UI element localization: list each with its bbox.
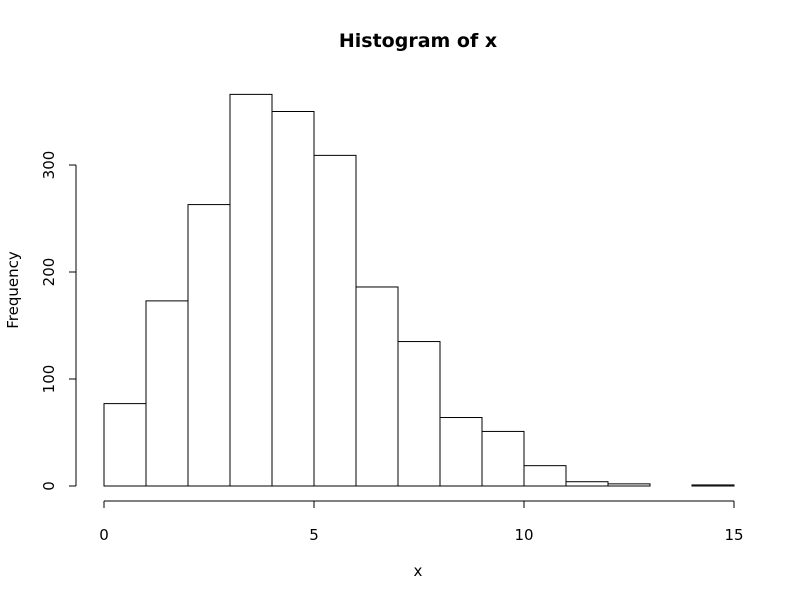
x-tick-label: 10: [514, 526, 533, 544]
x-tick-label: 5: [309, 526, 319, 544]
x-tick-label: 15: [724, 526, 743, 544]
histogram-bar: [607, 483, 651, 487]
histogram-bar: [187, 204, 231, 487]
histogram-bar: [355, 286, 399, 487]
y-tick-label: 200: [40, 258, 58, 287]
y-axis: 0 100 200 300: [40, 151, 77, 491]
histogram-bar: [439, 417, 483, 487]
histogram-bar: [145, 300, 189, 487]
histogram-bar: [691, 484, 735, 487]
bars-group: [103, 93, 735, 487]
histogram-bar: [565, 481, 609, 487]
histogram-bar: [271, 111, 315, 487]
y-axis-label: Frequency: [4, 251, 22, 329]
y-tick-label: 300: [40, 151, 58, 180]
chart-title: Histogram of x: [339, 30, 497, 52]
x-axis-label: x: [414, 562, 423, 580]
x-axis: 0 5 10 15: [99, 500, 744, 544]
y-tick-label: 100: [40, 365, 58, 394]
histogram-bar: [523, 465, 567, 487]
histogram-bar: [481, 430, 525, 487]
y-tick-label: 0: [40, 481, 58, 491]
histogram-bar: [397, 341, 441, 487]
histogram-bar: [229, 93, 273, 487]
histogram-bar: [103, 403, 147, 487]
histogram-bar: [313, 154, 357, 487]
x-tick-label: 0: [99, 526, 109, 544]
